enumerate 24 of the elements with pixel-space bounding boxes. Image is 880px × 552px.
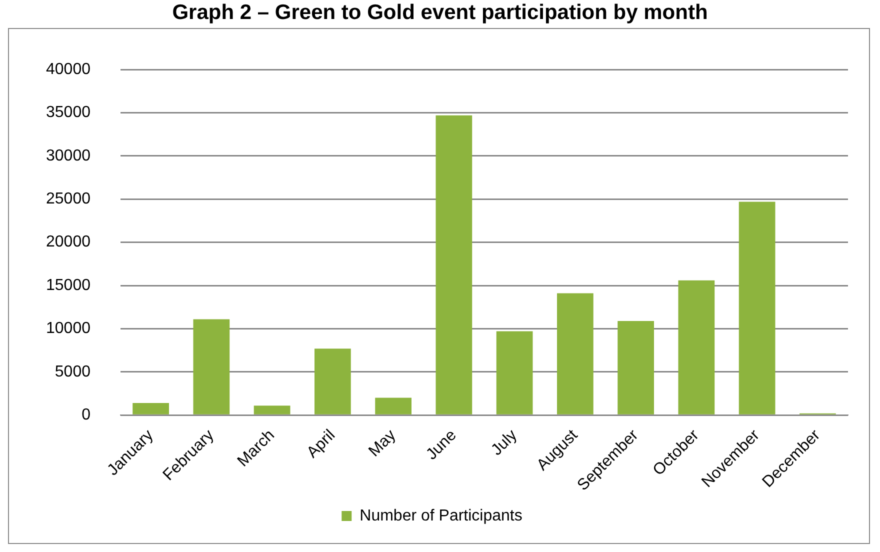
bar: [375, 398, 412, 414]
bar: [738, 202, 776, 414]
y-tick-label: 5000: [54, 363, 91, 380]
y-tick-label: 10000: [46, 320, 91, 338]
bar: [314, 348, 351, 414]
bar: [254, 406, 290, 414]
bar: [436, 115, 472, 414]
x-tick-label: July: [488, 426, 521, 459]
y-tick-label: 40000: [46, 61, 91, 78]
x-tick-label: May: [366, 426, 400, 460]
bar: [132, 402, 169, 414]
y-tick-label: 15000: [46, 276, 91, 294]
chart-title: Graph 2 – Green to Gold event participation by month: [171, 0, 709, 26]
y-tick-label: 35000: [46, 104, 91, 122]
bar: [618, 320, 654, 414]
bar: [496, 331, 533, 414]
bar: [678, 280, 715, 414]
y-tick-label: 30000: [46, 147, 91, 164]
y-tick-label: 20000: [46, 234, 91, 251]
legend-label: Number of Participants: [360, 507, 522, 524]
bar: [193, 319, 230, 414]
y-tick-label: 0: [82, 406, 91, 424]
bar: [556, 293, 594, 414]
y-tick-label: 25000: [46, 190, 91, 208]
